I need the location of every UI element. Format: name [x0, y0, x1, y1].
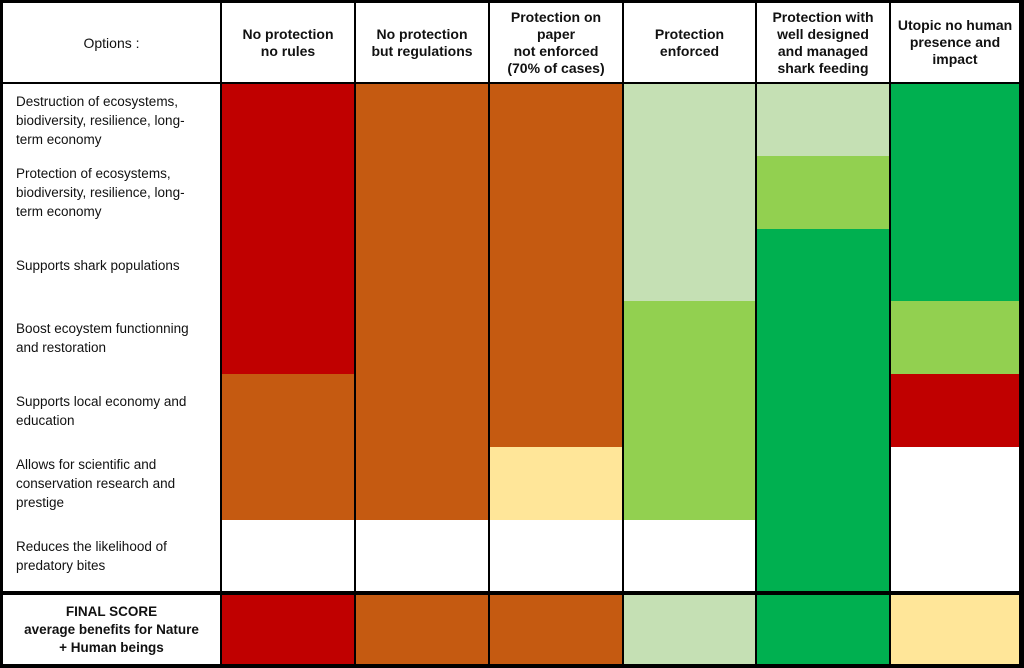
final-score-label: FINAL SCORE average benefits for Nature …: [24, 603, 199, 655]
score-cell: [222, 84, 354, 156]
score-cell: [356, 447, 488, 520]
row-label: Reduces the likelihood of predatory bite…: [16, 538, 167, 573]
row-label: Supports shark populations: [16, 257, 180, 273]
score-cell: [356, 374, 488, 447]
final-score-cell: [891, 595, 1019, 664]
final-score-cell: [222, 595, 354, 664]
options-label: Options :: [83, 34, 140, 51]
final-score-cell: [757, 595, 889, 664]
score-cell: [222, 520, 354, 591]
score-cell: [356, 229, 488, 301]
header-corner-cell: [3, 3, 220, 82]
score-cell: [222, 229, 354, 301]
score-cell: [490, 156, 622, 229]
final-score-cell: [624, 595, 755, 664]
score-cell: [757, 229, 889, 301]
column-header-cell: [624, 3, 755, 82]
column-header-cell: [222, 3, 354, 82]
row-label: Boost ecoystem functionning and restorat…: [16, 320, 189, 355]
final-score-label-cell: [3, 595, 220, 664]
score-cell: [891, 84, 1019, 156]
score-cell: [356, 84, 488, 156]
score-cell: [624, 374, 755, 447]
column-header: No protection no rules: [242, 25, 334, 59]
score-cell: [891, 301, 1019, 374]
score-cell: [222, 156, 354, 229]
score-cell: [490, 301, 622, 374]
row-label: Supports local economy and education: [16, 393, 187, 428]
row-label-column: [3, 84, 220, 591]
score-cell: [356, 156, 488, 229]
score-cell: [490, 447, 622, 520]
score-cell: [490, 520, 622, 591]
score-cell: [757, 301, 889, 374]
score-cell: [222, 447, 354, 520]
score-cell: [624, 301, 755, 374]
score-cell: [356, 301, 488, 374]
final-score-cell: [356, 595, 488, 664]
score-cell: [757, 520, 889, 591]
column-header: Utopic no human presence and impact: [897, 17, 1013, 67]
score-cell: [490, 374, 622, 447]
score-cell: [891, 447, 1019, 520]
score-cell: [757, 374, 889, 447]
column-header: Protection with well designed and manage…: [772, 8, 874, 76]
column-header: Protection enforced: [654, 25, 725, 59]
score-cell: [891, 374, 1019, 447]
score-cell: [624, 156, 755, 229]
column-header-cell: [891, 3, 1019, 82]
score-cell: [624, 229, 755, 301]
column-header: Protection on paper not enforced (70% of…: [507, 8, 605, 76]
score-cell: [356, 520, 488, 591]
column-header: No protection but regulations: [371, 25, 473, 59]
score-cell: [222, 374, 354, 447]
score-cell: [757, 84, 889, 156]
score-cell: [222, 301, 354, 374]
final-score-cell: [490, 595, 622, 664]
column-header-cell: [757, 3, 889, 82]
score-cell: [757, 447, 889, 520]
score-cell: [490, 229, 622, 301]
row-label: Allows for scientific and conservation r…: [16, 457, 176, 510]
score-cell: [891, 156, 1019, 229]
column-header-cell: [356, 3, 488, 82]
score-cell: [891, 520, 1019, 591]
row-label: Destruction of ecosystems, biodiversity,…: [16, 93, 185, 147]
score-cell: [624, 447, 755, 520]
row-label: Protection of ecosystems, biodiversity, …: [16, 166, 185, 219]
score-cell: [624, 520, 755, 591]
column-header-cell: [490, 3, 622, 82]
score-cell: [757, 156, 889, 229]
score-cell: [624, 84, 755, 156]
score-cell: [891, 229, 1019, 301]
score-cell: [490, 84, 622, 156]
